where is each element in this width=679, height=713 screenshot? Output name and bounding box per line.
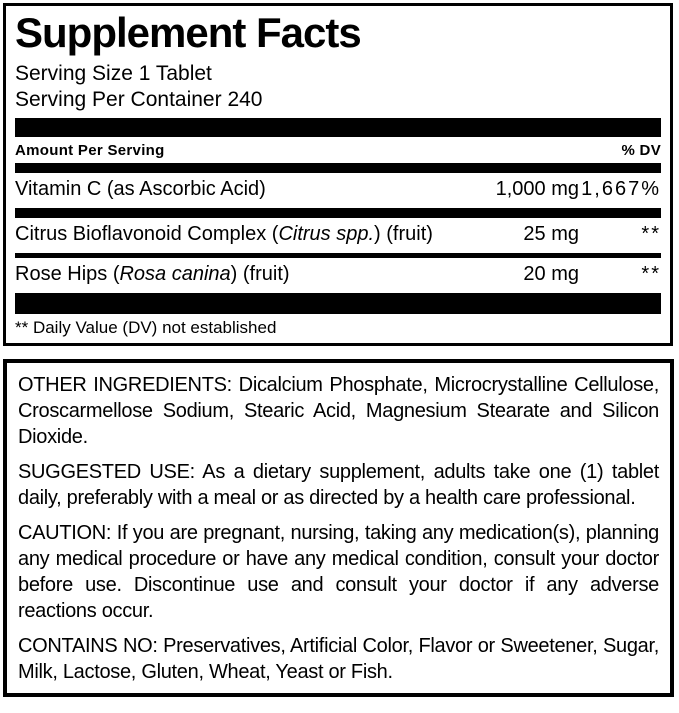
rule-between-rows: [15, 208, 661, 218]
rule-thick-bottom: [15, 293, 661, 314]
info-paragraphs: OTHER INGREDIENTS: Dicalcium Phosphate, …: [18, 372, 659, 685]
ingredient-row: Rose Hips (Rosa canina) (fruit) 20 mg **: [15, 258, 661, 293]
percent-dv-header: % DV: [621, 142, 661, 159]
rule-thick-top: [15, 118, 661, 137]
ingredient-amount: 25 mg: [523, 223, 579, 245]
ingredient-amount: 1,000 mg: [495, 178, 579, 200]
info-panel: OTHER INGREDIENTS: Dicalcium Phosphate, …: [3, 359, 674, 697]
ingredient-name: Vitamin C (as Ascorbic Acid): [15, 178, 266, 200]
ingredient-dv: **: [641, 223, 661, 245]
ingredient-name: Rose Hips (Rosa canina) (fruit): [15, 263, 290, 285]
info-paragraph: CONTAINS NO: Preservatives, Artificial C…: [18, 635, 659, 683]
ingredient-row: Citrus Bioflavonoid Complex (Citrus spp.…: [15, 218, 661, 253]
dv-footnote: ** Daily Value (DV) not established: [15, 318, 277, 337]
ingredient-name: Citrus Bioflavonoid Complex (Citrus spp.…: [15, 223, 433, 245]
rule-below-header: [15, 163, 661, 173]
rule-between-rows: [15, 253, 661, 258]
amount-per-serving-header: Amount Per Serving: [15, 142, 165, 159]
info-paragraph: CAUTION: If you are pregnant, nursing, t…: [18, 522, 659, 622]
info-paragraph: OTHER INGREDIENTS: Dicalcium Phosphate, …: [18, 374, 659, 448]
supplement-facts-panel: Supplement Facts Serving Size 1 Tablet S…: [3, 3, 673, 346]
ingredient-dv: **: [641, 263, 661, 285]
info-paragraph: SUGGESTED USE: As a dietary supplement, …: [18, 461, 659, 509]
ingredient-amount: 20 mg: [523, 263, 579, 285]
serving-size-text: Serving Size 1 Tablet: [15, 62, 212, 85]
panel-title: Supplement Facts: [15, 9, 362, 56]
servings-per-container-text: Serving Per Container 240: [15, 88, 263, 111]
ingredient-rows: Vitamin C (as Ascorbic Acid) 1,000 mg 1,…: [15, 173, 661, 293]
ingredient-dv: 1,667%: [581, 178, 661, 200]
ingredient-row: Vitamin C (as Ascorbic Acid) 1,000 mg 1,…: [15, 173, 661, 208]
table-header-row: Amount Per Serving % DV: [15, 137, 661, 163]
